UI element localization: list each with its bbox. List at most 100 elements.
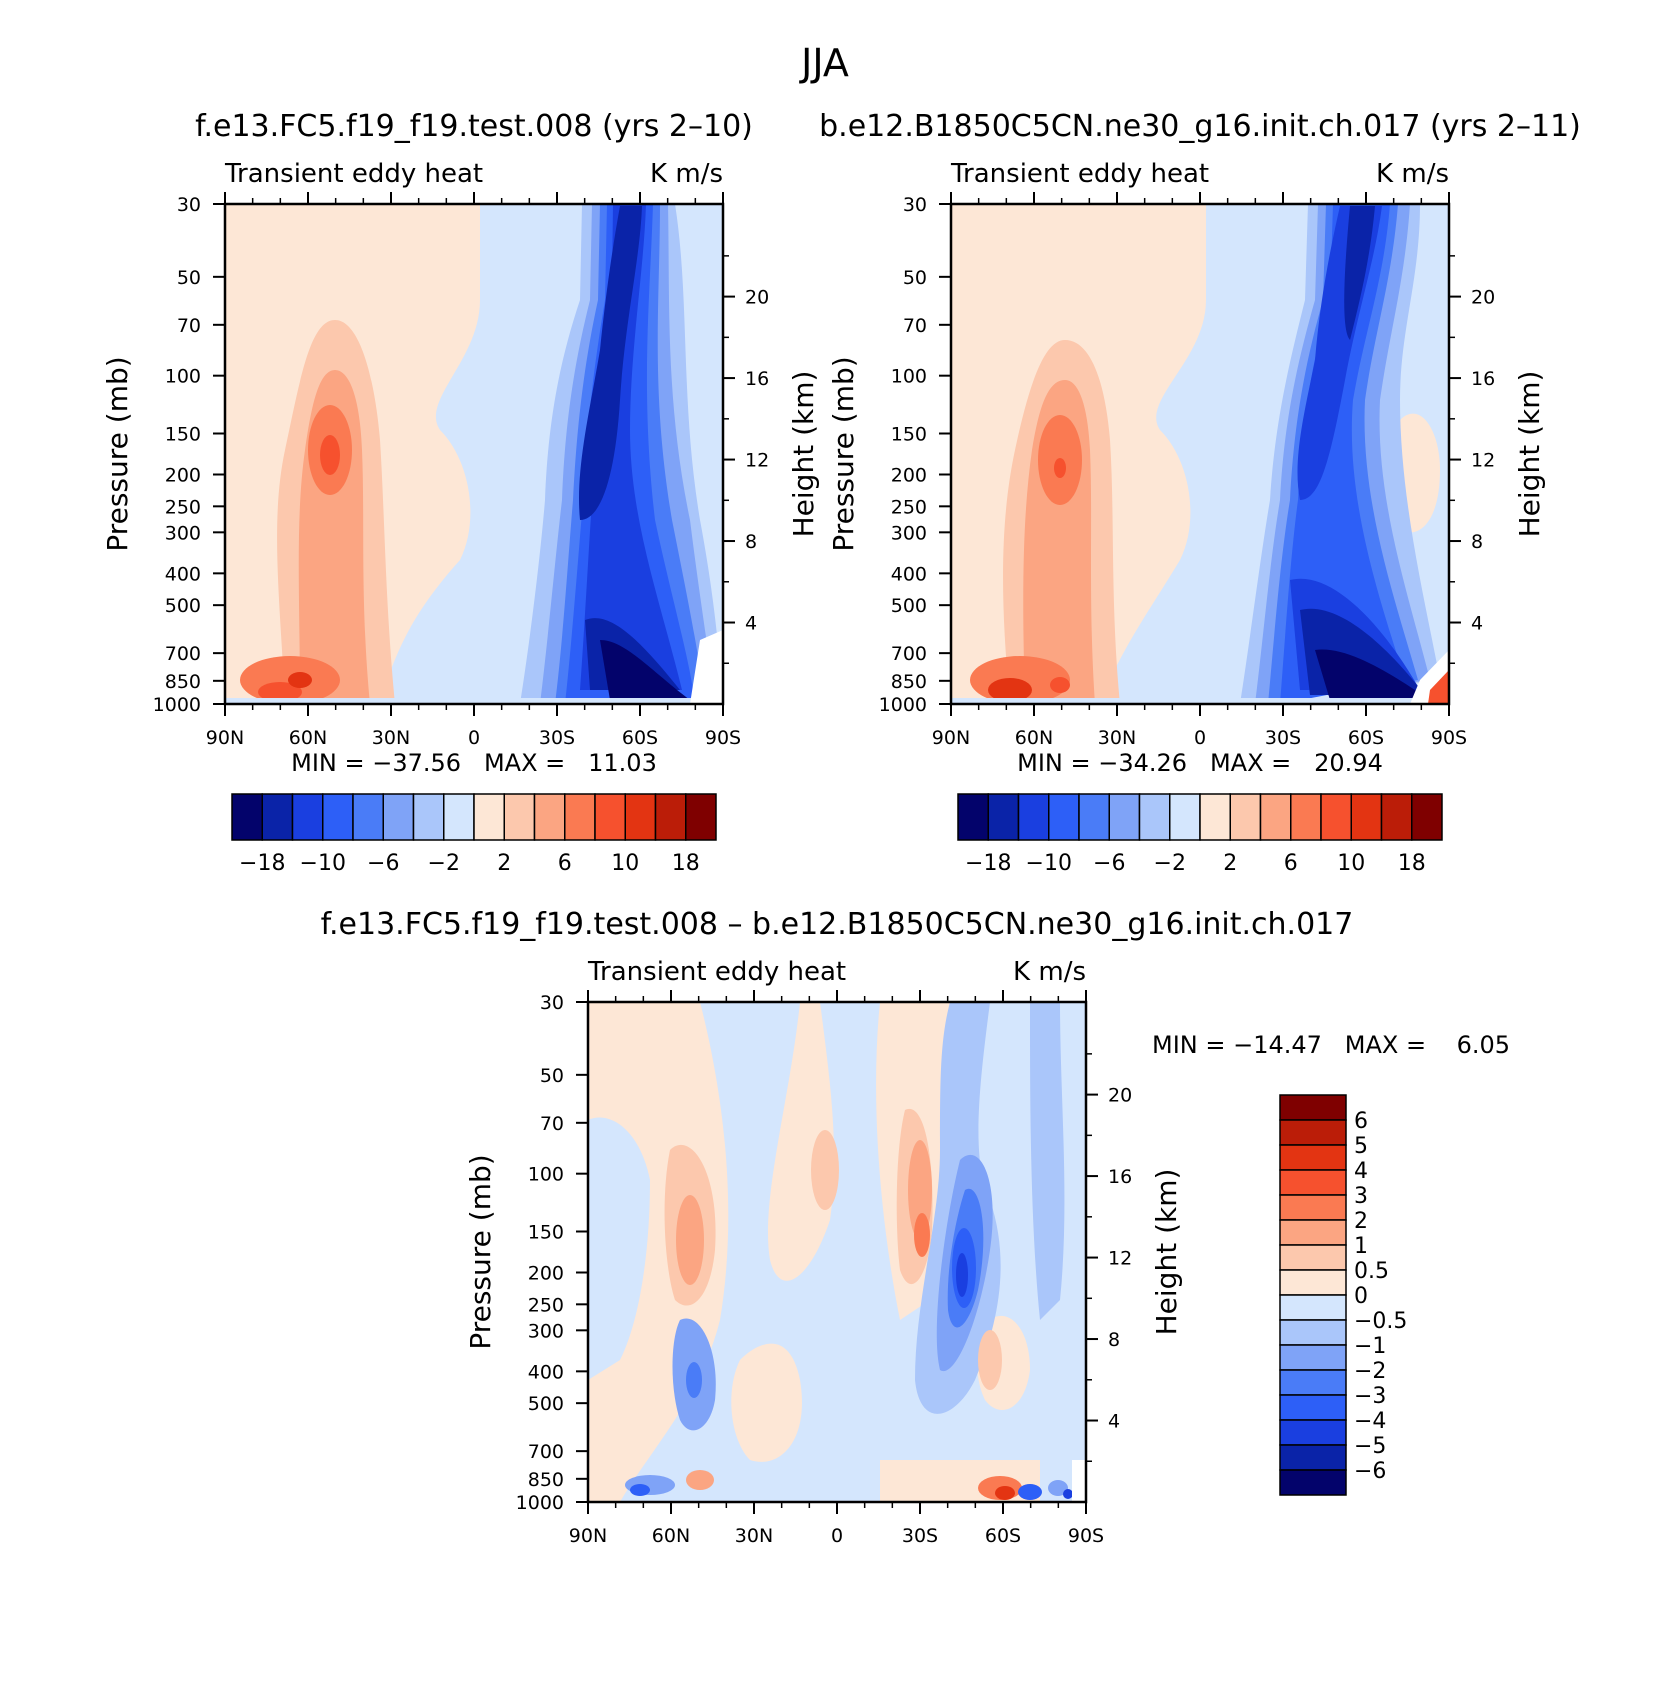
colorbar-swatch [1078,793,1110,841]
y-tick-label: 500 [891,595,927,617]
colorbar-swatch [1279,1094,1347,1121]
y-tick-label: 150 [891,423,927,445]
y-tick-label: 100 [528,1164,564,1186]
colorbar-swatch [1350,793,1383,841]
colorbar-swatch [654,793,687,841]
y-axis-label: Pressure (mb) [827,356,860,551]
panel-left-label: Transient eddy heat [224,159,483,189]
height-tick-label: 20 [1471,287,1495,309]
axes: 90N 60N 30N 0 30S 60S 90S 30 50 70 100 150 200 250 300… [827,192,1546,749]
colorbar-swatch [1279,1469,1347,1496]
colorbar-label: 2 [1223,851,1237,876]
y-tick-label: 300 [165,522,201,544]
axes: 90N 60N 30N 0 30S 60S 90S 30 50 70 100 150 200 250 300… [101,192,820,749]
y-tick-label: 50 [177,267,201,289]
y-tick-label: 70 [177,315,201,337]
y-tick-label: 30 [177,194,201,216]
x-tick-label: 60N [289,727,327,749]
x-tick-label: 90N [932,727,970,749]
colorbar-label: −10 [300,851,346,876]
height-tick-label: 12 [745,450,769,472]
colorbar-swatch [1259,793,1292,841]
contour-field [588,1002,1086,1502]
panel-difference: f.e13.FC5.f19_f19.test.008 – b.e12.B1850… [321,907,1510,1547]
colorbar-swatch [1411,793,1443,841]
colorbar-label: 2 [497,851,511,876]
panel-units: K m/s [1376,159,1449,189]
contour-field [225,204,723,704]
colorbar-swatch [987,793,1020,841]
colorbar-swatch [1279,1444,1347,1471]
colorbar-swatch [957,793,989,841]
colorbar: −18 −10 −6 −2 2 6 10 18 [957,793,1443,876]
colorbar-swatch [1279,1319,1347,1346]
x-tick-label: 90S [705,727,741,749]
colorbar-label: 10 [611,851,639,876]
y-tick-label: 700 [891,643,927,665]
colorbar-swatch [261,793,294,841]
colorbar-label: −10 [1026,851,1072,876]
x-tick-label: 60N [652,1525,690,1547]
y-tick-label: 70 [903,315,927,337]
x-tick-label: 30N [372,727,410,749]
x-tick-label: 0 [1194,727,1206,749]
colorbar-swatch [412,793,445,841]
colorbar-label: −1 [1354,1334,1386,1359]
x-tick-label: 90N [206,727,244,749]
y-tick-label: 50 [903,267,927,289]
plot-stats: MIN = −14.47 MAX = 6.05 [1152,1031,1510,1059]
plot-stats: MIN = −34.26 MAX = 20.94 [1017,749,1383,777]
colorbar-label: 0.5 [1354,1259,1389,1284]
colorbar-label: −2 [428,851,460,876]
colorbar-swatch [1380,793,1413,841]
y-axis-label: Pressure (mb) [464,1154,497,1349]
colorbar-label: −2 [1154,851,1186,876]
colorbar-swatch [624,793,657,841]
x-tick-label: 60N [1015,727,1053,749]
x-tick-label: 0 [468,727,480,749]
colorbar-label: 1 [1354,1234,1368,1259]
y-tick-label: 400 [528,1361,564,1383]
height-tick-label: 20 [1108,1085,1132,1107]
colorbar-swatch [1279,1219,1347,1246]
x-tick-label: 30S [902,1525,938,1547]
y-tick-label: 300 [528,1320,564,1342]
colorbar-swatch [1048,793,1080,841]
y-tick-label: 500 [528,1393,564,1415]
y-tick-label: 400 [165,563,201,585]
colorbar-label: −6 [1093,851,1125,876]
colorbar-label: 6 [558,851,572,876]
colorbar-label: 3 [1354,1184,1368,1209]
colorbar-swatch [1169,793,1201,841]
colorbar-swatch [685,793,717,841]
x-tick-label: 90S [1431,727,1467,749]
y-tick-label: 70 [540,1113,564,1135]
y-tick-label: 1000 [153,694,201,716]
x-tick-label: 90N [569,1525,607,1547]
y-tick-label: 200 [891,465,927,487]
y-tick-label: 250 [528,1294,564,1316]
x-tick-label: 60S [985,1525,1021,1547]
y-tick-label: 150 [528,1221,564,1243]
colorbar-swatch [594,793,626,841]
colorbar-label: 18 [672,851,700,876]
height-tick-label: 8 [1108,1329,1120,1351]
colorbar-label: 5 [1354,1134,1368,1159]
x-tick-label: 60S [1348,727,1384,749]
colorbar-label: −18 [965,851,1011,876]
y-tick-label: 30 [540,992,564,1014]
colorbar-label: −4 [1354,1409,1386,1434]
plot-stats: MIN = −37.56 MAX = 11.03 [291,749,657,777]
height-tick-label: 8 [745,531,757,553]
panel-test: b.e12.B1850C5CN.ne30_g16.init.ch.017 (yr… [819,109,1581,876]
colorbar-swatch [1279,1369,1347,1396]
y-tick-label: 1000 [879,694,927,716]
panel-left-label: Transient eddy heat [587,957,846,987]
colorbar-swatch [1279,1144,1347,1171]
height-tick-label: 20 [745,287,769,309]
colorbar-swatch [322,793,354,841]
height-tick-label: 8 [1471,531,1483,553]
colorbar-label: −6 [367,851,399,876]
y-tick-label: 700 [165,643,201,665]
